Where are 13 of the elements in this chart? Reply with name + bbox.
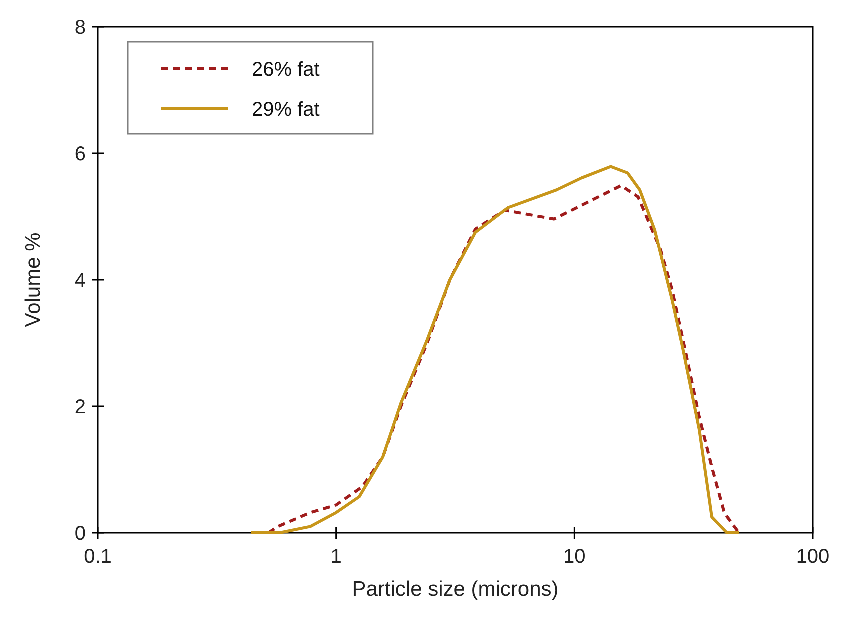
y-tick-label: 8 — [74, 17, 86, 39]
y-tick-label: 4 — [74, 270, 86, 292]
x-tick-label: 10 — [564, 546, 586, 568]
x-tick-label: 1 — [330, 546, 342, 568]
y-tick-label: 0 — [74, 523, 86, 545]
y-tick-label: 2 — [74, 396, 86, 418]
x-tick-label: 100 — [796, 546, 830, 568]
x-axis-title: Particle size (microns) — [352, 578, 559, 601]
legend-label: 26% fat — [252, 59, 320, 81]
x-tick-label: 0.1 — [84, 546, 112, 568]
y-axis-title: Volume % — [22, 232, 45, 328]
y-tick-label: 6 — [74, 144, 86, 166]
legend-label: 29% fat — [252, 99, 320, 121]
